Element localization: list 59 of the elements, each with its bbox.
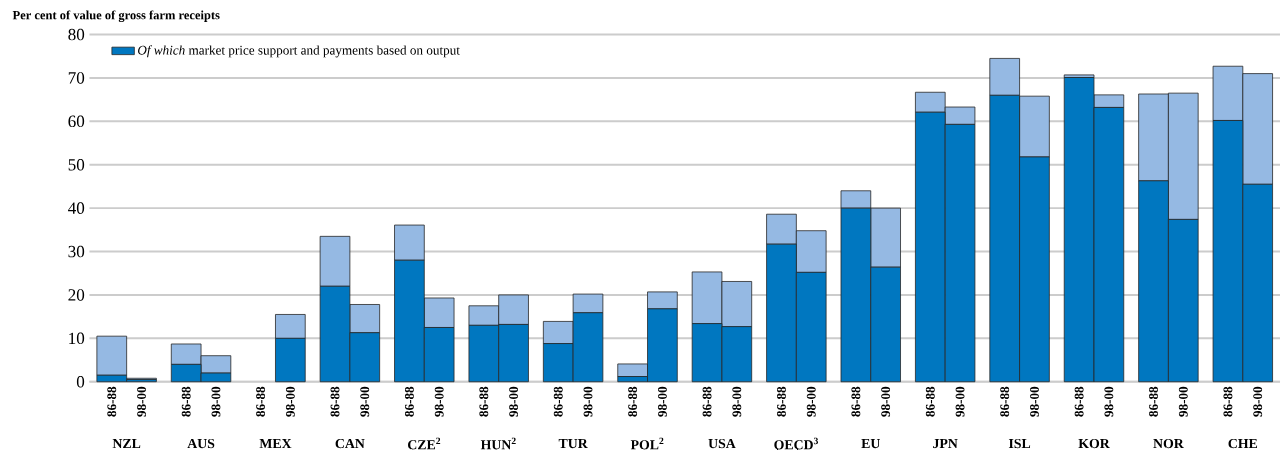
x-tick-label: 86-88 [1000,386,1010,417]
text: POL$^{2}$ [630,437,664,450]
x-tick-label: 98-00 [1253,386,1263,417]
text: AUS [187,439,215,449]
text: ISL [1008,439,1031,449]
text: NZL [112,439,141,449]
text: USA [708,439,736,449]
x-tick-label: 98-00 [583,386,593,417]
y-tick-label: 40 [68,202,85,214]
y-tick-label: 80 [68,28,85,41]
y-tick-label: 50 [68,159,85,171]
x-tick-label: 98-00 [881,386,891,417]
x-tick-label: 98-00 [360,386,370,417]
y-tick-label: 60 [68,115,85,128]
x-tick-label: 98-00 [806,386,816,417]
x-tick-label: 86-88 [628,386,638,417]
y-tick-label: 20 [68,289,85,301]
text: CHE [1228,439,1258,449]
y-tick-label: 10 [69,332,85,345]
text: CZE$^{2}$ [408,437,441,450]
x-tick-label: 98-00 [1178,386,1188,417]
x-tick-label: 98-00 [137,386,146,417]
x-tick-label: 98-00 [509,386,519,417]
x-tick-label: 86-88 [1223,386,1233,417]
text: KOR [1078,439,1110,449]
y-axis-title: Per cent of value of gross farm receipts [12,10,220,23]
y-tick-label: 30 [68,245,85,258]
x-tick-label: 98-00 [1104,386,1114,417]
text: JPN [933,439,958,449]
y-tick-label: 70 [68,72,85,84]
x-tick-label: 98-00 [1030,386,1039,417]
text: HUN$^{2}$ [480,437,516,450]
x-tick-label: 86-88 [777,386,786,417]
x-tick-label: 86-88 [1074,386,1084,417]
x-tick-label: 86-88 [479,386,489,417]
y-tick-label: 0 [76,376,85,388]
x-tick-label: 86-88 [702,386,712,417]
x-tick-label: 98-00 [434,386,444,417]
x-tick-label: 86-88 [330,386,340,417]
x-tick-label: 86-88 [553,386,563,417]
x-tick-label: 86-88 [256,386,266,417]
text: TUR [558,439,588,449]
x-tick-label: 86-88 [851,386,861,417]
text: MEX [259,439,292,449]
x-tick-label: 98-00 [732,386,742,417]
text: OECD$^{3}$ [774,437,819,450]
text: CAN [335,439,365,449]
x-tick-label: 98-00 [211,386,221,417]
x-tick-label: 86-88 [107,386,117,417]
x-tick-label: 86-88 [925,386,935,417]
legend-label: Of which market price support and payments based on output [138,45,460,58]
x-tick-label: 98-00 [955,386,965,417]
text: NOR [1153,439,1184,449]
x-tick-label: 98-00 [657,386,667,417]
text: EU [861,439,880,449]
x-tick-label: 86-88 [181,386,191,417]
x-tick-label: 86-88 [404,386,414,417]
x-tick-label: 98-00 [285,386,295,417]
x-tick-label: 86-88 [1149,386,1158,417]
